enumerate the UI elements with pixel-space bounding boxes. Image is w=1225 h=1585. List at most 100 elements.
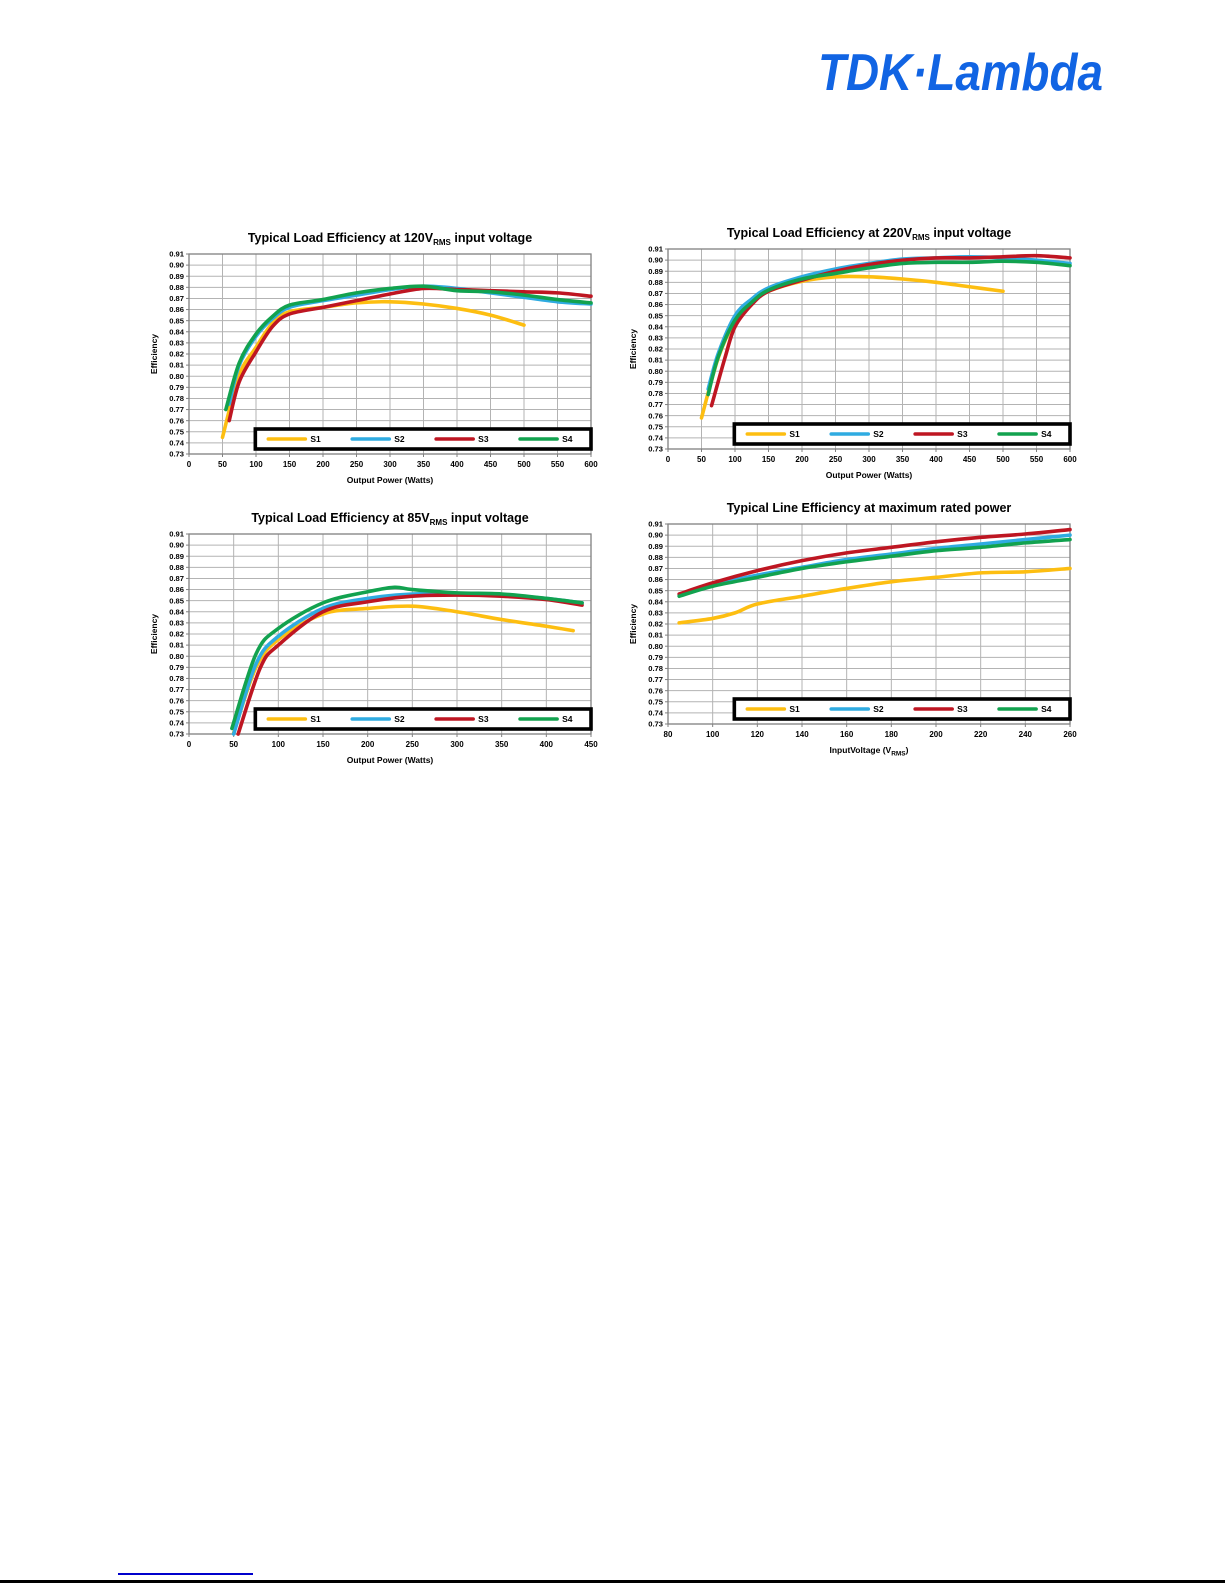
legend-label-s2: S2 — [873, 704, 884, 714]
y-tick-label: 0.79 — [169, 663, 184, 672]
y-tick-label: 0.78 — [169, 674, 184, 683]
footer-link-underline[interactable] — [118, 1573, 253, 1575]
chart-canvas-load-efficiency-120v: 0.91 0.90 0.89 0.88 0.87 0.86 0.85 0.84 0.83 0.82… — [149, 231, 598, 485]
series-s1-line — [699, 274, 1005, 420]
y-tick-label: 0.83 — [648, 333, 663, 342]
chart-title: Typical Load Efficiency at 120VRMS input… — [248, 231, 532, 247]
y-tick-label: 0.86 — [169, 585, 184, 594]
x-tick-labels: 80 100 120 140 160 180 200 220 240 260 — [664, 730, 1078, 739]
axis-tick-marks — [665, 248, 1071, 452]
x-tick-label: 300 — [383, 460, 397, 469]
y-tick-label: 0.74 — [648, 433, 664, 442]
legend-box — [253, 707, 593, 731]
y-tick-label: 0.73 — [169, 450, 184, 459]
y-axis-label: Efficiency — [628, 329, 638, 369]
chart-canvas-load-efficiency-85v: 0.91 0.90 0.89 0.88 0.87 0.86 0.85 0.84 0.83 0.82… — [149, 511, 598, 765]
y-tick-label: 0.90 — [648, 256, 663, 265]
y-tick-label: 0.78 — [648, 664, 663, 673]
x-axis-label: Output Power (Watts) — [347, 755, 434, 765]
x-tick-label: 150 — [762, 455, 776, 464]
y-tick-label: 0.87 — [648, 289, 663, 298]
legend-box — [732, 422, 1072, 446]
series-s3-line — [709, 253, 1072, 408]
y-tick-label: 0.87 — [169, 294, 184, 303]
x-tick-label: 100 — [249, 460, 263, 469]
axis-tick-marks — [186, 253, 592, 457]
y-tick-label: 0.89 — [169, 272, 184, 281]
y-tick-label: 0.82 — [169, 350, 184, 359]
y-tick-label: 0.74 — [648, 708, 664, 717]
legend-label-s1: S1 — [789, 429, 800, 439]
y-tick-label: 0.78 — [648, 389, 663, 398]
y-tick-label: 0.86 — [169, 305, 184, 314]
y-tick-label: 0.74 — [169, 438, 185, 447]
legend-label-s3: S3 — [478, 434, 489, 444]
y-tick-label: 0.76 — [169, 416, 184, 425]
legend-box — [253, 427, 593, 451]
series-s4-line — [224, 284, 593, 412]
y-tick-label: 0.85 — [648, 311, 664, 320]
x-tick-label: 200 — [929, 730, 943, 739]
legend: S1 S2 S3 S4 — [732, 422, 1072, 446]
x-axis-label: InputVoltage (VRMS) — [830, 745, 909, 757]
y-tick-label: 0.76 — [648, 411, 663, 420]
y-tick-label: 0.82 — [648, 620, 663, 629]
y-tick-label: 0.77 — [169, 685, 184, 694]
legend-label-s3: S3 — [478, 714, 489, 724]
y-tick-labels: 0.91 0.90 0.89 0.88 0.87 0.86 0.85 0.84 0.83 0.82… — [169, 530, 185, 739]
chart-line-efficiency-max-power: 0.91 0.90 0.89 0.88 0.87 0.86 0.85 0.84 0.83 0.82… — [626, 496, 1088, 764]
brand-logo: TDK·Lambda — [818, 42, 1108, 104]
x-tick-label: 240 — [1019, 730, 1033, 739]
x-tick-label: 150 — [316, 740, 330, 749]
legend-label-s3: S3 — [957, 704, 968, 714]
legend-label-s2: S2 — [394, 714, 405, 724]
brand-logo-text: TDK·Lambda — [818, 44, 1103, 102]
y-tick-label: 0.83 — [169, 338, 184, 347]
y-tick-label: 0.77 — [648, 675, 663, 684]
x-tick-label: 600 — [584, 460, 598, 469]
y-tick-labels: 0.91 0.90 0.89 0.88 0.87 0.86 0.85 0.84 0.83 0.82… — [648, 245, 664, 454]
chart-load-efficiency-85v: 0.91 0.90 0.89 0.88 0.87 0.86 0.85 0.84 0.83 0.82… — [147, 506, 609, 774]
x-tick-label: 50 — [697, 455, 706, 464]
legend-label-s1: S1 — [310, 434, 321, 444]
legend: S1 S2 S3 S4 — [253, 427, 593, 451]
y-tick-label: 0.84 — [169, 327, 185, 336]
x-tick-label: 220 — [974, 730, 988, 739]
y-tick-label: 0.88 — [169, 283, 184, 292]
x-tick-label: 450 — [584, 740, 598, 749]
x-tick-label: 500 — [996, 455, 1010, 464]
y-tick-label: 0.77 — [169, 405, 184, 414]
y-tick-label: 0.75 — [648, 422, 664, 431]
y-tick-label: 0.85 — [648, 586, 664, 595]
y-tick-label: 0.84 — [648, 597, 664, 606]
y-tick-label: 0.75 — [169, 707, 185, 716]
y-tick-label: 0.80 — [648, 367, 663, 376]
y-tick-label: 0.82 — [648, 345, 663, 354]
x-tick-label: 140 — [795, 730, 809, 739]
y-tick-label: 0.79 — [648, 653, 663, 662]
y-tick-label: 0.82 — [169, 630, 184, 639]
chart-load-efficiency-220v: 0.91 0.90 0.89 0.88 0.87 0.86 0.85 0.84 0.83 0.82… — [626, 221, 1088, 489]
y-tick-label: 0.79 — [648, 378, 663, 387]
x-tick-label: 0 — [187, 740, 192, 749]
y-tick-label: 0.86 — [648, 575, 663, 584]
x-tick-label: 400 — [929, 455, 943, 464]
y-tick-label: 0.73 — [169, 730, 184, 739]
y-tick-label: 0.75 — [169, 427, 185, 436]
x-tick-labels: 0 50 100 150 200 250 300 350 400 450 — [187, 740, 598, 749]
x-tick-label: 200 — [361, 740, 375, 749]
y-tick-label: 0.87 — [648, 564, 663, 573]
y-tick-label: 0.84 — [648, 322, 664, 331]
x-axis-label: Output Power (Watts) — [347, 475, 434, 485]
y-tick-label: 0.87 — [169, 574, 184, 583]
y-tick-label: 0.73 — [648, 720, 663, 729]
brand-logo-canvas: TDK·Lambda — [818, 44, 1103, 102]
legend-label-s2: S2 — [873, 429, 884, 439]
series-s4-line — [706, 259, 1072, 397]
x-tick-label: 350 — [896, 455, 910, 464]
legend: S1 S2 S3 S4 — [253, 707, 593, 731]
x-tick-label: 450 — [963, 455, 977, 464]
x-tick-label: 300 — [862, 455, 876, 464]
legend-label-s4: S4 — [562, 434, 573, 444]
